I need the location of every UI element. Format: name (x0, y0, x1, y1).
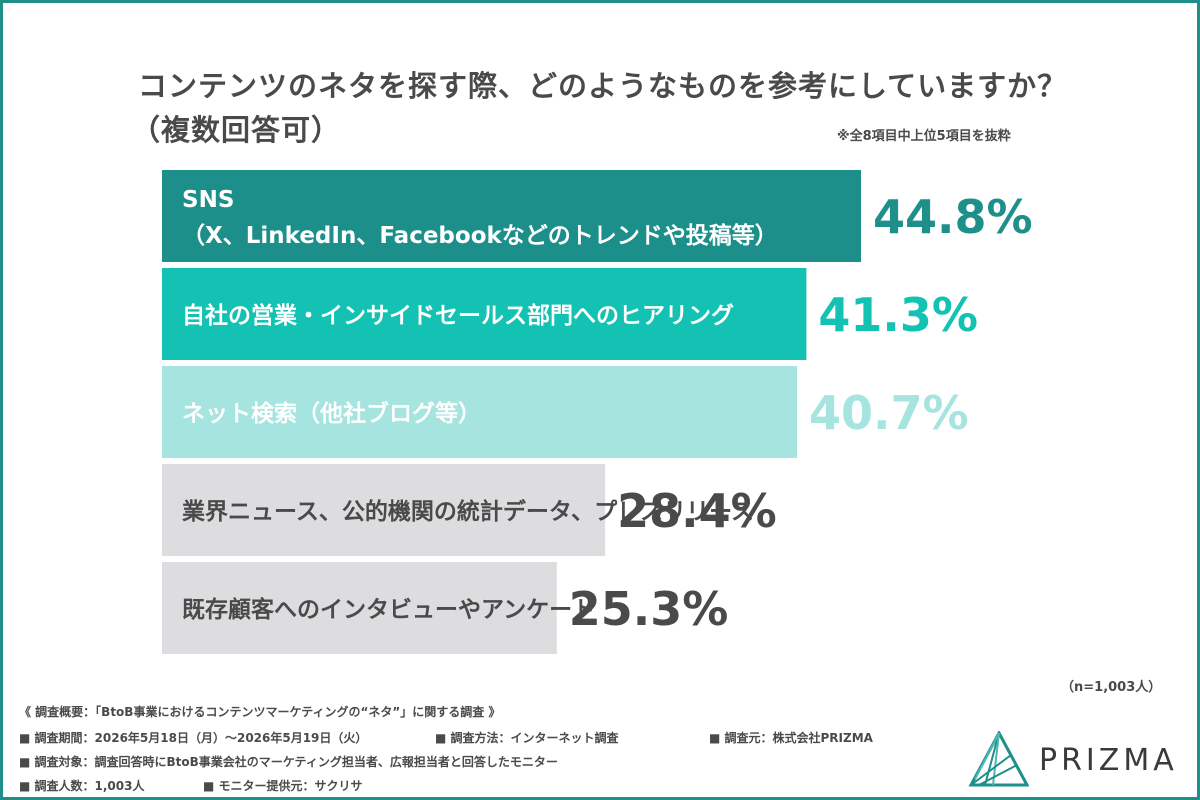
note-text: ※全8項目中上位5項目を抜粋 (837, 129, 1011, 144)
chart-subtitle: （複数回答可） (131, 113, 342, 147)
bar-1 (162, 170, 861, 262)
survey-heading: 《 調査概要：「BtoB事業におけるコンテンツマーケティングの“ネタ”」に関する… (19, 705, 501, 719)
survey-target: ■ 調査対象：調査回答時にBtoB事業会社のマーケティング担当者、広報担当者と回… (19, 755, 558, 769)
survey-provider: ■ モニター提供元：サクリサ (203, 779, 363, 793)
survey-method: ■ 調査方法：インターネット調査 (435, 731, 619, 745)
bar-label-1-line-2: （X、LinkedIn、Facebookなどのトレンドや投稿等） (182, 222, 778, 249)
bar-value-2: 41.3% (818, 288, 978, 342)
bar-value-5: 25.3% (569, 582, 729, 636)
bar-value-4: 28.4% (617, 484, 777, 538)
bar-label-4: 業界ニュース、公的機関の統計データ、プレスリリース (181, 498, 754, 525)
bar-label-1-line-1: SNS (182, 187, 234, 213)
prizma-logo-icon (968, 731, 1029, 787)
bar-4 (162, 464, 606, 556)
bar-5 (162, 562, 557, 654)
bar-3 (162, 366, 798, 458)
bar-label-2: 自社の営業・インサイドセールス部門へのヒアリング (182, 302, 734, 329)
bar-label-3: ネット検索（他社ブログ等） (182, 400, 481, 427)
bar-value-1: 44.8% (873, 190, 1033, 244)
bar-2 (162, 268, 807, 360)
chart-title: コンテンツのネタを探す際、どのようなものを参考にしていますか？ (138, 69, 1068, 103)
bar-chart: SNS （X、LinkedIn、Facebookなどのトレンドや投稿等） 44.8%… (162, 170, 1033, 654)
survey-organizer: ■ 調査元：株式会社PRIZMA (709, 731, 873, 745)
survey-count: ■ 調査人数：1,003人 (19, 779, 145, 793)
brand-name: PRIZMA (1039, 743, 1178, 778)
bar-value-3: 40.7% (809, 386, 969, 440)
bar-label-5: 既存顧客へのインタビューやアンケート (182, 596, 595, 623)
sample-size: （n=1,003人） (1061, 680, 1162, 695)
survey-period: ■ 調査期間：2026年5月18日（月）〜2026年5月19日（火） (19, 731, 368, 745)
